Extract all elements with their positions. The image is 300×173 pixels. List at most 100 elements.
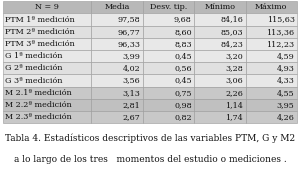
Bar (143, 13, 194, 26)
Text: Tabla 4. Estadísticos descriptivos de las variables PTM, G y M2: Tabla 4. Estadísticos descriptivos de la… (5, 133, 295, 143)
Text: 1,14: 1,14 (225, 101, 243, 109)
Text: M 2.2ª medición: M 2.2ª medición (5, 101, 72, 109)
Bar (3, 87, 91, 99)
Text: 0,98: 0,98 (174, 101, 192, 109)
Text: 0,45: 0,45 (174, 52, 192, 60)
Text: 2,26: 2,26 (225, 89, 243, 97)
Text: 4,33: 4,33 (277, 77, 295, 85)
Text: 113,36: 113,36 (266, 28, 295, 36)
Bar (194, 75, 245, 87)
Text: 8,60: 8,60 (174, 28, 192, 36)
Text: 4,93: 4,93 (277, 64, 295, 72)
Bar (143, 99, 194, 111)
Bar (143, 75, 194, 87)
Text: 97,58: 97,58 (118, 16, 140, 24)
Bar (91, 26, 143, 38)
Bar (3, 111, 91, 123)
Bar (143, 62, 194, 75)
Text: 3,13: 3,13 (122, 89, 140, 97)
Text: G 3ª medición: G 3ª medición (5, 77, 63, 85)
Bar (3, 38, 91, 50)
Text: 84,16: 84,16 (220, 16, 243, 24)
Text: M 2.1ª medición: M 2.1ª medición (5, 89, 72, 97)
Bar (194, 1, 245, 13)
Bar (194, 38, 245, 50)
Text: 3,28: 3,28 (225, 64, 243, 72)
Text: a lo largo de los tres   momentos del estudio o mediciones .: a lo largo de los tres momentos del estu… (14, 155, 286, 164)
Bar (246, 62, 297, 75)
Bar (246, 38, 297, 50)
Bar (3, 13, 91, 26)
Bar (194, 62, 245, 75)
Text: PTM 2ª medición: PTM 2ª medición (5, 28, 75, 36)
Bar (143, 38, 194, 50)
Bar (246, 99, 297, 111)
Text: 3,20: 3,20 (225, 52, 243, 60)
Bar (194, 111, 245, 123)
Bar (3, 1, 91, 13)
Bar (246, 87, 297, 99)
Text: 2,81: 2,81 (122, 101, 140, 109)
Bar (194, 99, 245, 111)
Bar (91, 50, 143, 62)
Bar (3, 50, 91, 62)
Text: Mínimo: Mínimo (204, 3, 235, 11)
Bar (91, 75, 143, 87)
Bar (246, 1, 297, 13)
Text: 4,02: 4,02 (122, 64, 140, 72)
Text: PTM 1ª medición: PTM 1ª medición (5, 16, 75, 24)
Bar (91, 87, 143, 99)
Text: 0,82: 0,82 (174, 113, 192, 121)
Text: 84,23: 84,23 (220, 40, 243, 48)
Text: 0,75: 0,75 (174, 89, 192, 97)
Text: 112,23: 112,23 (266, 40, 295, 48)
Text: G 2ª medición: G 2ª medición (5, 64, 63, 72)
Text: 3,06: 3,06 (225, 77, 243, 85)
Bar (3, 75, 91, 87)
Text: 9,68: 9,68 (174, 16, 192, 24)
Bar (246, 111, 297, 123)
Bar (143, 26, 194, 38)
Bar (194, 26, 245, 38)
Text: Desv. tip.: Desv. tip. (150, 3, 187, 11)
Bar (91, 111, 143, 123)
Bar (3, 99, 91, 111)
Text: 0,56: 0,56 (174, 64, 192, 72)
Text: 115,63: 115,63 (267, 16, 295, 24)
Bar (91, 13, 143, 26)
Bar (194, 13, 245, 26)
Text: 1,74: 1,74 (225, 113, 243, 121)
Text: 96,33: 96,33 (117, 40, 140, 48)
Bar (246, 50, 297, 62)
Bar (143, 1, 194, 13)
Text: N = 9: N = 9 (35, 3, 59, 11)
Text: PTM 3ª medición: PTM 3ª medición (5, 40, 75, 48)
Text: 85,03: 85,03 (220, 28, 243, 36)
Bar (91, 99, 143, 111)
Text: Media: Media (104, 3, 130, 11)
Bar (143, 50, 194, 62)
Bar (3, 62, 91, 75)
Bar (91, 62, 143, 75)
Text: 2,67: 2,67 (122, 113, 140, 121)
Text: 4,59: 4,59 (277, 52, 295, 60)
Text: 96,77: 96,77 (118, 28, 140, 36)
Bar (194, 87, 245, 99)
Text: 0,45: 0,45 (174, 77, 192, 85)
Bar (91, 38, 143, 50)
Bar (91, 1, 143, 13)
Text: 8,83: 8,83 (174, 40, 192, 48)
Text: 4,26: 4,26 (277, 113, 295, 121)
Bar (143, 87, 194, 99)
Text: M 2.3ª medición: M 2.3ª medición (5, 113, 72, 121)
Bar (194, 50, 245, 62)
Bar (246, 26, 297, 38)
Text: 3,95: 3,95 (277, 101, 295, 109)
Text: 3,56: 3,56 (122, 77, 140, 85)
Text: G 1ª medición: G 1ª medición (5, 52, 63, 60)
Text: 3,99: 3,99 (122, 52, 140, 60)
Bar (3, 26, 91, 38)
Bar (143, 111, 194, 123)
Text: Máximo: Máximo (255, 3, 287, 11)
Text: 4,55: 4,55 (277, 89, 295, 97)
